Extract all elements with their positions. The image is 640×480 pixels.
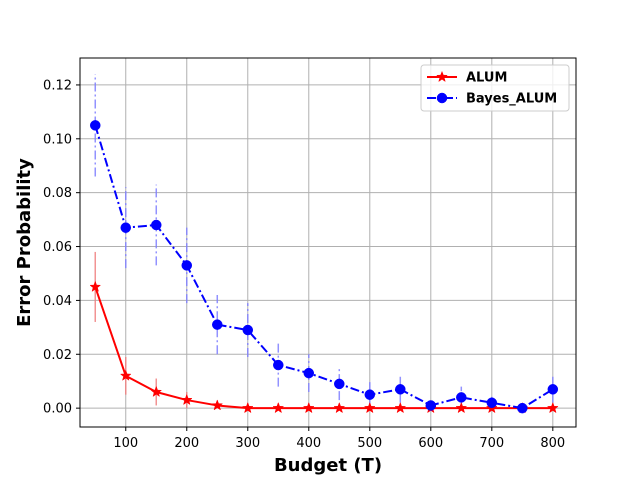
legend-item: ALUM — [427, 71, 507, 86]
data-point — [425, 400, 437, 411]
legend-label: ALUM — [466, 71, 507, 86]
series-alum — [89, 280, 559, 414]
data-point — [150, 385, 163, 398]
data-point — [486, 397, 498, 409]
data-point — [364, 389, 376, 400]
data-point — [546, 401, 559, 414]
series-bayes-alum — [90, 120, 559, 414]
legend-box — [420, 64, 570, 112]
data-point — [151, 219, 162, 231]
x-tick-label: 700 — [479, 436, 504, 451]
data-point — [90, 120, 101, 131]
y-tick-label: 0.12 — [43, 78, 72, 93]
x-tick-label: 600 — [418, 436, 443, 451]
data-point — [119, 369, 132, 381]
x-axis-title: Budget (T) — [274, 455, 382, 476]
series-line — [94, 286, 553, 410]
legend-marker — [436, 92, 448, 104]
legend-marker — [436, 70, 448, 83]
data-point — [241, 401, 254, 414]
legend-item: Bayes_ALUM — [427, 92, 557, 107]
data-point — [212, 319, 223, 330]
data-point — [456, 392, 467, 403]
data-point — [455, 401, 468, 414]
x-tick-label: 100 — [113, 436, 138, 451]
data-point — [363, 401, 376, 414]
y-axis-title: Error Probability — [14, 158, 35, 327]
y-tick-label: 0.02 — [43, 348, 72, 363]
y-tick-label: 0.04 — [43, 294, 72, 309]
data-point — [395, 384, 406, 395]
data-point — [89, 280, 102, 292]
data-point — [303, 367, 315, 379]
series-line — [94, 125, 554, 410]
x-tick-label: 500 — [357, 436, 382, 451]
data-point — [120, 222, 132, 233]
ticks-layer: 100 200 300 400 500 600 700 800 0.00 0.02 0.04 0.06… — [43, 78, 565, 451]
x-tick-label: 200 — [174, 436, 199, 451]
data-point — [302, 401, 315, 414]
y-tick-label: 0.00 — [43, 402, 72, 417]
y-tick-label: 0.08 — [43, 186, 72, 201]
data-point — [333, 401, 346, 414]
plot-frame — [79, 57, 577, 428]
x-tick-label: 800 — [540, 436, 565, 451]
x-tick-label: 300 — [235, 436, 260, 451]
legend: ALUM Bayes_ALUM — [420, 64, 570, 112]
data-point — [181, 260, 193, 271]
data-point — [547, 384, 559, 395]
data-point — [273, 359, 284, 371]
data-point — [517, 402, 528, 414]
x-tick-label: 400 — [296, 436, 321, 451]
y-tick-label: 0.10 — [43, 132, 72, 147]
legend-label: Bayes_ALUM — [466, 92, 557, 107]
series-layer — [89, 120, 559, 414]
data-point — [211, 399, 224, 411]
y-tick-label: 0.06 — [43, 240, 72, 255]
grid-layer — [80, 58, 576, 427]
data-point — [272, 401, 285, 414]
data-point — [394, 401, 407, 414]
data-point — [180, 393, 193, 406]
data-point — [242, 324, 254, 336]
data-point — [334, 378, 345, 390]
